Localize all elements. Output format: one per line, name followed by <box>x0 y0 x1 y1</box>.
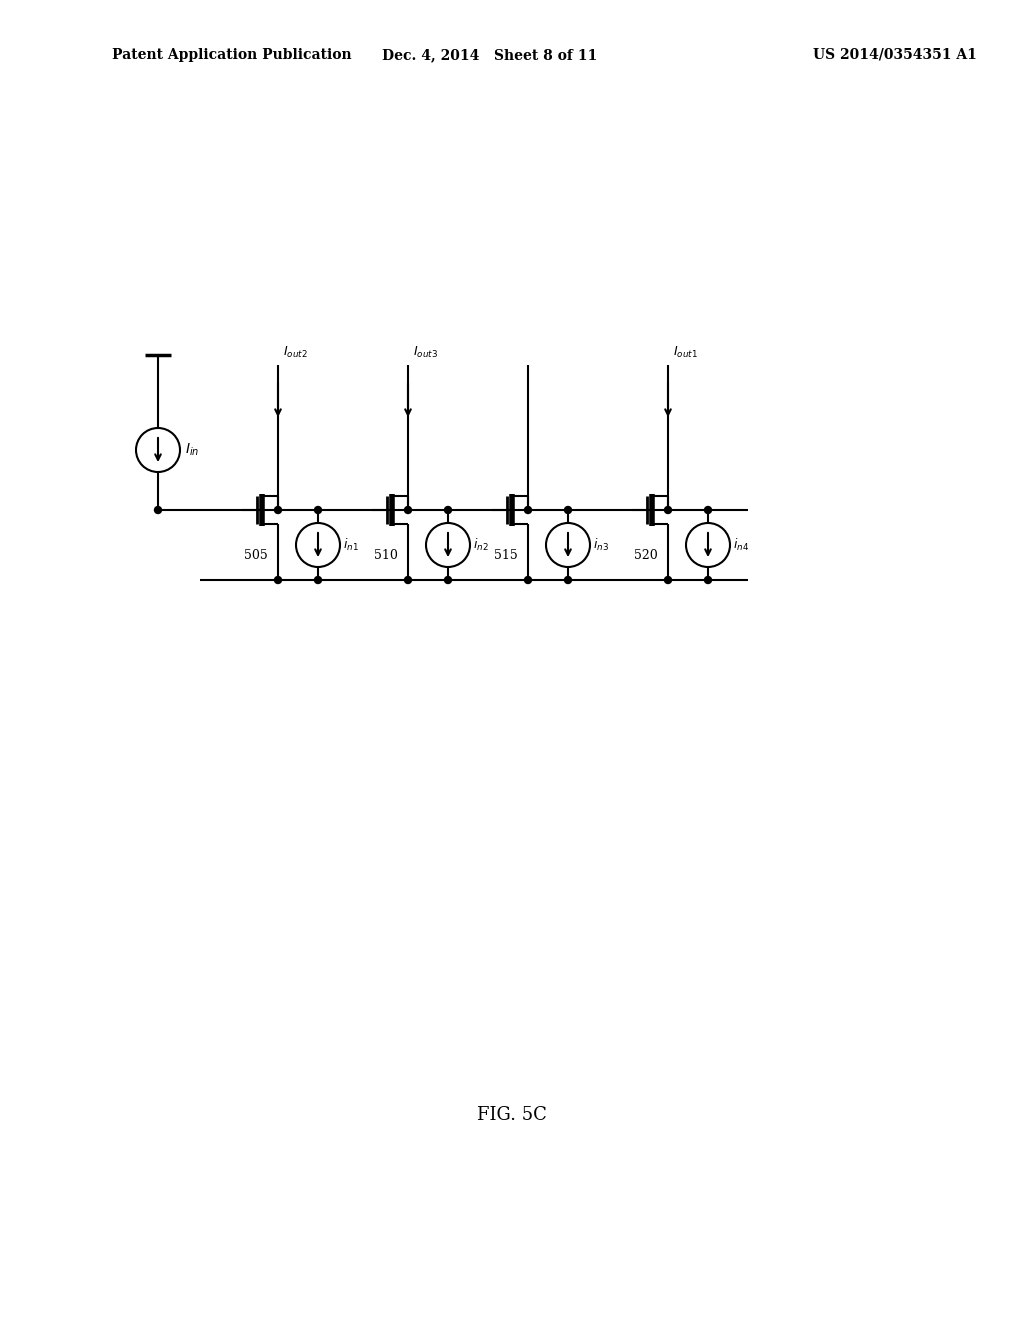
Text: 515: 515 <box>494 549 518 562</box>
Circle shape <box>705 577 712 583</box>
Circle shape <box>444 577 452 583</box>
Text: $i_{n4}$: $i_{n4}$ <box>733 537 749 553</box>
Text: 510: 510 <box>374 549 398 562</box>
Text: 505: 505 <box>244 549 267 562</box>
Circle shape <box>404 507 412 513</box>
Circle shape <box>564 507 571 513</box>
Circle shape <box>665 577 672 583</box>
Circle shape <box>314 577 322 583</box>
Text: $i_{n1}$: $i_{n1}$ <box>343 537 358 553</box>
Text: Patent Application Publication: Patent Application Publication <box>112 48 351 62</box>
Text: Dec. 4, 2014   Sheet 8 of 11: Dec. 4, 2014 Sheet 8 of 11 <box>382 48 598 62</box>
Text: $I_{out3}$: $I_{out3}$ <box>413 345 438 360</box>
Text: FIG. 5C: FIG. 5C <box>477 1106 547 1125</box>
Circle shape <box>314 507 322 513</box>
Circle shape <box>404 577 412 583</box>
Text: 520: 520 <box>634 549 657 562</box>
Circle shape <box>524 507 531 513</box>
Circle shape <box>444 507 452 513</box>
Text: US 2014/0354351 A1: US 2014/0354351 A1 <box>813 48 977 62</box>
Circle shape <box>524 577 531 583</box>
Text: $i_{n2}$: $i_{n2}$ <box>473 537 488 553</box>
Circle shape <box>274 577 282 583</box>
Circle shape <box>665 507 672 513</box>
Text: $i_{n3}$: $i_{n3}$ <box>593 537 609 553</box>
Text: $I_{out2}$: $I_{out2}$ <box>283 345 307 360</box>
Circle shape <box>705 507 712 513</box>
Circle shape <box>274 507 282 513</box>
Circle shape <box>564 577 571 583</box>
Text: $I_{out1}$: $I_{out1}$ <box>673 345 697 360</box>
Circle shape <box>155 507 162 513</box>
Text: $I_{in}$: $I_{in}$ <box>185 442 200 458</box>
